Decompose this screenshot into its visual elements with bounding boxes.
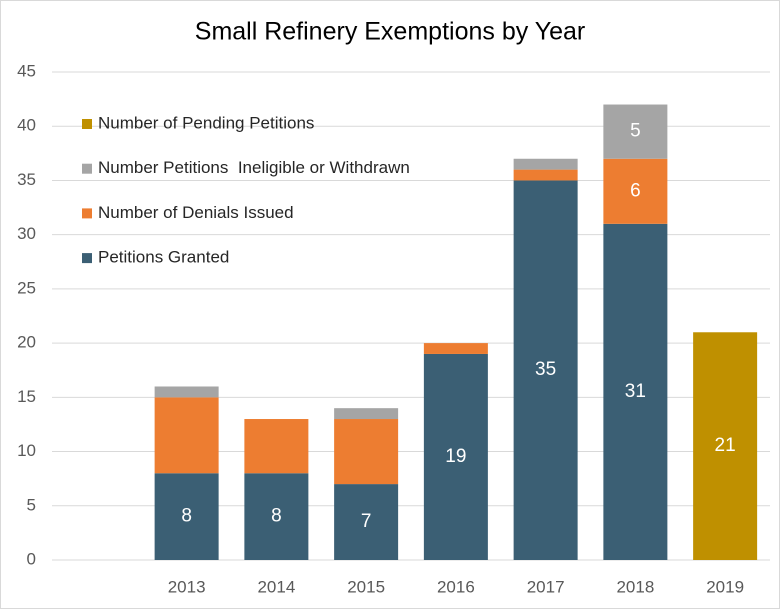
legend-swatch [82, 163, 92, 174]
data-label: 6 [630, 180, 641, 201]
bar-segment [334, 408, 399, 420]
x-tick-label: 2018 [616, 577, 654, 596]
bar-segment [244, 473, 309, 560]
bar-segment [154, 473, 219, 560]
legend-label: Number Petitions Ineligible or Withdrawn [98, 158, 410, 177]
bar-segment [513, 180, 578, 560]
y-tick-label: 5 [27, 495, 36, 514]
bar-segment [603, 104, 668, 159]
x-tick-label: 2015 [347, 577, 385, 596]
bar-segment [423, 343, 488, 354]
bar-segment [154, 397, 219, 474]
data-label: 8 [271, 506, 282, 527]
x-tick-label: 2014 [257, 577, 295, 596]
chart-title: Small Refinery Exemptions by Year [195, 18, 585, 46]
legend-label: Petitions Granted [98, 248, 229, 267]
data-label: 31 [625, 381, 646, 402]
bar-segment [423, 353, 488, 560]
y-tick-label: 45 [17, 61, 36, 80]
legend-label: Number of Pending Petitions [98, 113, 314, 132]
bar-segment [154, 386, 219, 398]
y-tick-label: 15 [17, 387, 36, 406]
data-label: 35 [535, 359, 556, 380]
data-label: 21 [715, 435, 736, 456]
y-tick-label: 20 [17, 333, 36, 352]
y-tick-label: 10 [17, 441, 36, 460]
bar-segment [693, 332, 758, 560]
y-tick-label: 0 [27, 549, 36, 568]
y-tick-label: 40 [17, 116, 36, 135]
data-label: 7 [361, 511, 372, 532]
legend-swatch [82, 119, 92, 129]
data-label: 8 [181, 506, 192, 527]
data-label: 5 [630, 121, 641, 142]
x-tick-label: 2019 [706, 577, 744, 596]
y-tick-label: 25 [17, 278, 36, 297]
x-tick-label: 2013 [168, 577, 206, 596]
x-tick-label: 2016 [437, 577, 475, 596]
legend-swatch [82, 208, 92, 219]
bar-segment [513, 158, 578, 170]
y-tick-label: 30 [17, 224, 36, 243]
legend-label: Number of Denials Issued [98, 203, 294, 222]
legend-swatch [82, 253, 92, 264]
bar-segment [334, 484, 399, 560]
data-label: 19 [445, 446, 466, 467]
bar-segment [603, 158, 668, 224]
x-tick-label: 2017 [527, 577, 565, 596]
bar-segment [513, 169, 578, 181]
bar-segment [244, 419, 309, 474]
bar-segment [603, 223, 668, 561]
y-tick-label: 35 [17, 170, 36, 189]
bar-segment [334, 419, 399, 485]
